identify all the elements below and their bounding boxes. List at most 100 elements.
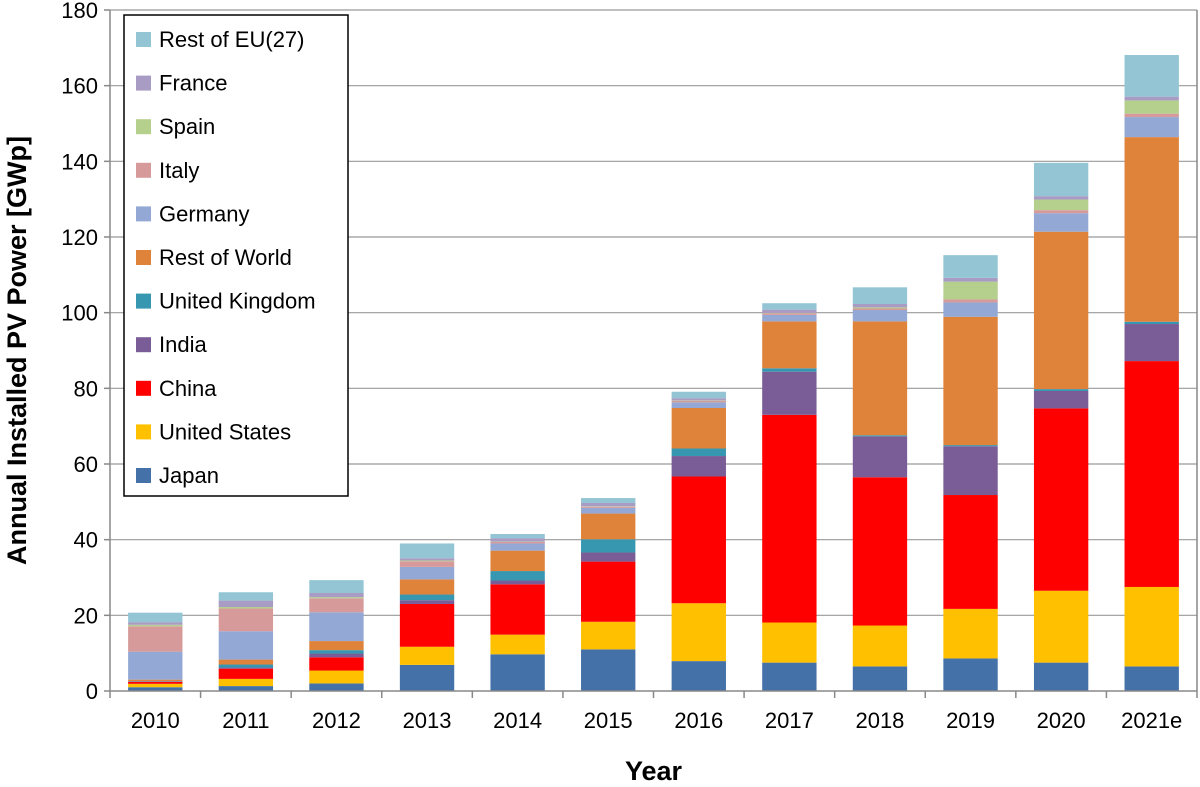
bar-segment	[762, 321, 816, 368]
bar-segment	[581, 498, 635, 503]
bar-segment	[400, 595, 454, 601]
bar-segment	[672, 603, 726, 661]
bar-segment	[309, 657, 363, 670]
bar-segment	[490, 551, 544, 571]
bar-segment	[219, 607, 273, 609]
bar-segment	[309, 671, 363, 684]
bar-segment	[1125, 117, 1179, 137]
legend-swatch	[136, 294, 151, 309]
legend-label: Italy	[159, 158, 199, 183]
legend-swatch	[136, 206, 151, 221]
bar-segment	[128, 682, 182, 684]
bar-segment	[490, 581, 544, 585]
legend-label: Japan	[159, 463, 219, 488]
y-tick-label: 160	[61, 74, 98, 99]
bar-segment	[309, 641, 363, 650]
legend-swatch	[136, 468, 151, 483]
bar-segment	[581, 507, 635, 508]
bar-segment	[309, 683, 363, 691]
bar-segment	[1125, 361, 1179, 587]
bar-segment	[309, 654, 363, 658]
bar-segment	[762, 415, 816, 623]
legend-label: Germany	[159, 201, 249, 226]
bar-segment	[762, 663, 816, 691]
bar-segment	[400, 647, 454, 665]
bar-segment	[943, 609, 997, 659]
legend-swatch	[136, 337, 151, 352]
bar-segment	[128, 652, 182, 680]
bar-segment	[219, 669, 273, 679]
bar-segment	[490, 635, 544, 655]
bar-segment	[853, 435, 907, 436]
bar-segment	[581, 503, 635, 506]
bar-segment	[762, 303, 816, 309]
bar-segment	[1034, 210, 1088, 213]
bar-segment	[1125, 137, 1179, 322]
bar-segment	[400, 543, 454, 558]
bar-segment	[672, 476, 726, 603]
bar-segment	[219, 601, 273, 607]
legend-label: United States	[159, 419, 291, 444]
x-tick-label: 2018	[855, 708, 904, 733]
legend-swatch	[136, 32, 151, 47]
legend-swatch	[136, 76, 151, 91]
y-tick-label: 80	[74, 376, 98, 401]
bar-segment	[490, 654, 544, 691]
bar-segment	[219, 592, 273, 600]
bar-segment	[943, 299, 997, 302]
bar-segment	[672, 402, 726, 408]
bar-segment	[853, 304, 907, 307]
bar-segment	[581, 508, 635, 514]
bar-segment	[581, 539, 635, 552]
legend-label: France	[159, 71, 227, 96]
bar-segment	[400, 567, 454, 579]
y-tick-label: 0	[86, 679, 98, 704]
bar-segment	[943, 446, 997, 495]
legend-label: India	[159, 332, 207, 357]
bar-segment	[490, 542, 544, 544]
bar-segment	[1034, 391, 1088, 408]
y-tick-label: 120	[61, 225, 98, 250]
bar-segment	[400, 558, 454, 560]
x-tick-label: 2014	[493, 708, 542, 733]
bar-segment	[1034, 591, 1088, 663]
y-tick-label: 100	[61, 301, 98, 326]
bar-segment	[672, 398, 726, 400]
bar-segment	[762, 315, 816, 321]
x-tick-label: 2016	[674, 708, 723, 733]
bar-segment	[581, 514, 635, 540]
bar-segment	[309, 593, 363, 597]
bar-segment	[853, 309, 907, 311]
bar-segment	[1125, 587, 1179, 666]
bar-segment	[672, 448, 726, 456]
bar-segment	[853, 626, 907, 667]
bar-segment	[128, 613, 182, 622]
bar-segment	[1034, 232, 1088, 389]
bar-segment	[1034, 163, 1088, 196]
y-axis-title: Annual Installed PV Power [GWp]	[2, 136, 32, 565]
bar-segment	[943, 282, 997, 300]
bar-segment	[762, 310, 816, 313]
bar-segment	[581, 553, 635, 562]
bar-segment	[853, 436, 907, 477]
bar-segment	[400, 600, 454, 604]
legend-label: Spain	[159, 114, 215, 139]
bar-segment	[1125, 114, 1179, 117]
bar-segment	[943, 255, 997, 278]
bar-segment	[490, 571, 544, 580]
bar-segment	[490, 543, 544, 550]
x-tick-label: 2021e	[1121, 708, 1182, 733]
bar-segment	[943, 495, 997, 609]
legend-swatch	[136, 119, 151, 134]
bar-segment	[1125, 322, 1179, 324]
bar-segment	[762, 313, 816, 315]
bar-segment	[1034, 389, 1088, 391]
y-tick-label: 180	[61, 0, 98, 23]
bar-segment	[581, 649, 635, 691]
y-tick-label: 20	[74, 603, 98, 628]
legend-label: China	[159, 376, 217, 401]
legend-swatch	[136, 381, 151, 396]
bar-segment	[581, 562, 635, 622]
legend-swatch	[136, 250, 151, 265]
bar-segment	[672, 661, 726, 691]
